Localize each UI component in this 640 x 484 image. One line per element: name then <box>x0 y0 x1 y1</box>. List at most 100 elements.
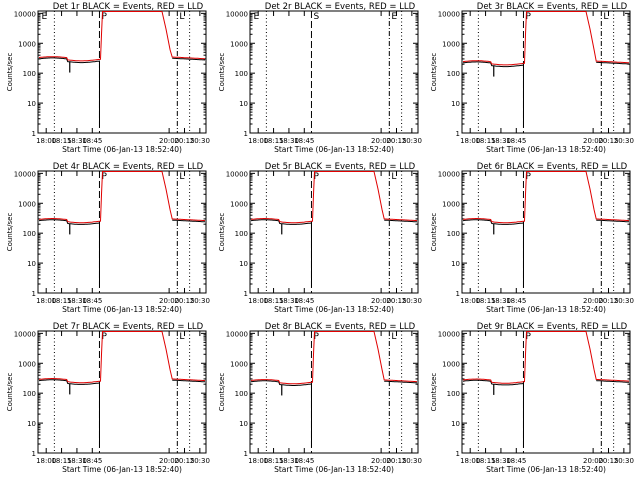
plot-frame <box>249 330 419 454</box>
x-tick-label: 18:15 <box>51 137 71 145</box>
x-tick-label: 20:30 <box>402 457 422 465</box>
y-axis-label: Counts/sec <box>430 373 438 412</box>
x-tick-label: 18:00 <box>248 457 268 465</box>
x-axis-label: Start Time (06-Jan-13 18:52:40) <box>62 145 182 154</box>
y-tick-label: 10 <box>239 260 248 268</box>
panel-2: Det 2r BLACK = Events, RED = LLD 1 10 100 10… <box>218 2 422 154</box>
lld-series-line <box>38 11 205 62</box>
marker-letter: P <box>525 12 531 22</box>
marker-letter: L <box>179 332 184 342</box>
y-tick-label: 10000 <box>438 10 460 18</box>
x-tick-label: 20:00 <box>583 297 603 305</box>
marker-letter: L <box>603 332 608 342</box>
events-series-line-post <box>596 380 629 383</box>
x-tick-label: 18:30 <box>67 457 87 465</box>
y-tick-label: 1 <box>456 130 460 138</box>
y-tick-label: 10 <box>239 100 248 108</box>
y-tick-label: 100 <box>23 390 36 398</box>
panel-title: Det 7r BLACK = Events, RED = LLD <box>53 322 204 332</box>
y-tick-label: 1000 <box>18 360 36 368</box>
y-tick-label: 10 <box>27 100 36 108</box>
y-tick-label: 100 <box>23 70 36 78</box>
y-tick-label: 100 <box>447 390 460 398</box>
y-tick-label: 1 <box>32 290 36 298</box>
panel-title: Det 1r BLACK = Events, RED = LLD <box>53 2 204 12</box>
x-tick-label: 18:30 <box>279 137 299 145</box>
panel-9: Det 9r BLACK = Events, RED = LLD 1 10 100 10… <box>430 322 634 474</box>
y-tick-label: 10000 <box>438 330 460 338</box>
events-series-line-post <box>172 379 205 383</box>
x-tick-label: 20:00 <box>583 137 603 145</box>
y-tick-label: 10000 <box>226 330 248 338</box>
x-tick-label: 18:30 <box>491 297 511 305</box>
y-tick-label: 1000 <box>230 360 248 368</box>
y-tick-label: 10000 <box>226 10 248 18</box>
x-tick-label: 18:00 <box>460 457 480 465</box>
x-tick-label: 20:30 <box>402 297 422 305</box>
lld-series-line <box>38 171 206 224</box>
y-tick-label: 100 <box>235 230 248 238</box>
x-axis-label: Start Time (06-Jan-13 18:52:40) <box>62 465 182 474</box>
panel-3: Det 3r BLACK = Events, RED = LLD 1 10 100 10… <box>430 2 634 154</box>
marker-letter: S <box>313 12 319 22</box>
events-series-line-post <box>172 57 206 61</box>
x-tick-label: 20:30 <box>614 137 634 145</box>
x-tick-label: 18:30 <box>67 137 87 145</box>
plot-frame <box>37 10 207 134</box>
y-axis-label: Counts/sec <box>218 373 226 412</box>
marker-letter: E <box>254 12 260 22</box>
x-tick-label: 18:45 <box>294 297 314 305</box>
events-series-line-post <box>596 219 629 223</box>
x-tick-label: 18:00 <box>36 137 56 145</box>
y-tick-label: 100 <box>447 230 460 238</box>
y-tick-label: 100 <box>447 70 460 78</box>
lld-series-line <box>462 11 630 66</box>
x-tick-label: 20:00 <box>371 457 391 465</box>
events-series-line-post <box>384 380 418 384</box>
x-tick-label: 20:15 <box>598 137 618 145</box>
x-tick-label: 18:45 <box>506 457 526 465</box>
x-tick-label: 18:00 <box>248 137 268 145</box>
x-tick-label: 20:15 <box>174 137 194 145</box>
y-tick-label: 10 <box>451 260 460 268</box>
y-tick-label: 1 <box>456 290 460 298</box>
y-tick-label: 1 <box>244 290 248 298</box>
x-tick-label: 20:30 <box>190 137 210 145</box>
y-axis-label: Counts/sec <box>6 213 14 252</box>
y-tick-label: 10000 <box>14 330 36 338</box>
x-axis-label: Start Time (06-Jan-13 18:52:40) <box>486 145 606 154</box>
panel-title: Det 8r BLACK = Events, RED = LLD <box>265 322 416 332</box>
y-tick-label: 1 <box>244 130 248 138</box>
x-tick-label: 20:30 <box>190 297 210 305</box>
y-tick-label: 1 <box>244 450 248 458</box>
marker-letter: L <box>603 12 608 22</box>
y-tick-label: 1 <box>456 450 460 458</box>
y-tick-label: 1000 <box>18 200 36 208</box>
y-tick-label: 10000 <box>14 170 36 178</box>
x-tick-label: 18:45 <box>82 137 102 145</box>
y-tick-label: 10000 <box>226 170 248 178</box>
x-tick-label: 18:15 <box>51 457 71 465</box>
marker-letter: L <box>391 332 396 342</box>
lld-series-line <box>250 171 418 224</box>
x-tick-label: 20:00 <box>371 297 391 305</box>
x-tick-label: 20:00 <box>371 137 391 145</box>
panel-title: Det 9r BLACK = Events, RED = LLD <box>477 322 628 332</box>
lld-series-line <box>250 331 417 385</box>
y-tick-label: 10 <box>451 420 460 428</box>
y-tick-label: 1 <box>32 450 36 458</box>
x-tick-label: 18:45 <box>294 137 314 145</box>
x-tick-label: 18:00 <box>36 457 56 465</box>
panel-7: Det 7r BLACK = Events, RED = LLD 1 10 100 10… <box>6 322 210 474</box>
plot-frame <box>249 170 419 294</box>
x-tick-label: 18:30 <box>279 457 299 465</box>
events-series-line-post <box>172 219 205 223</box>
x-tick-label: 18:30 <box>67 297 87 305</box>
x-tick-label: 20:00 <box>159 297 179 305</box>
x-tick-label: 20:15 <box>174 297 194 305</box>
x-axis-label: Start Time (06-Jan-13 18:52:40) <box>274 465 394 474</box>
panel-6: Det 6r BLACK = Events, RED = LLD 1 10 100 10… <box>430 162 634 314</box>
marker-letter: P <box>313 332 319 342</box>
x-axis-label: Start Time (06-Jan-13 18:52:40) <box>62 305 182 314</box>
x-tick-label: 18:45 <box>294 457 314 465</box>
